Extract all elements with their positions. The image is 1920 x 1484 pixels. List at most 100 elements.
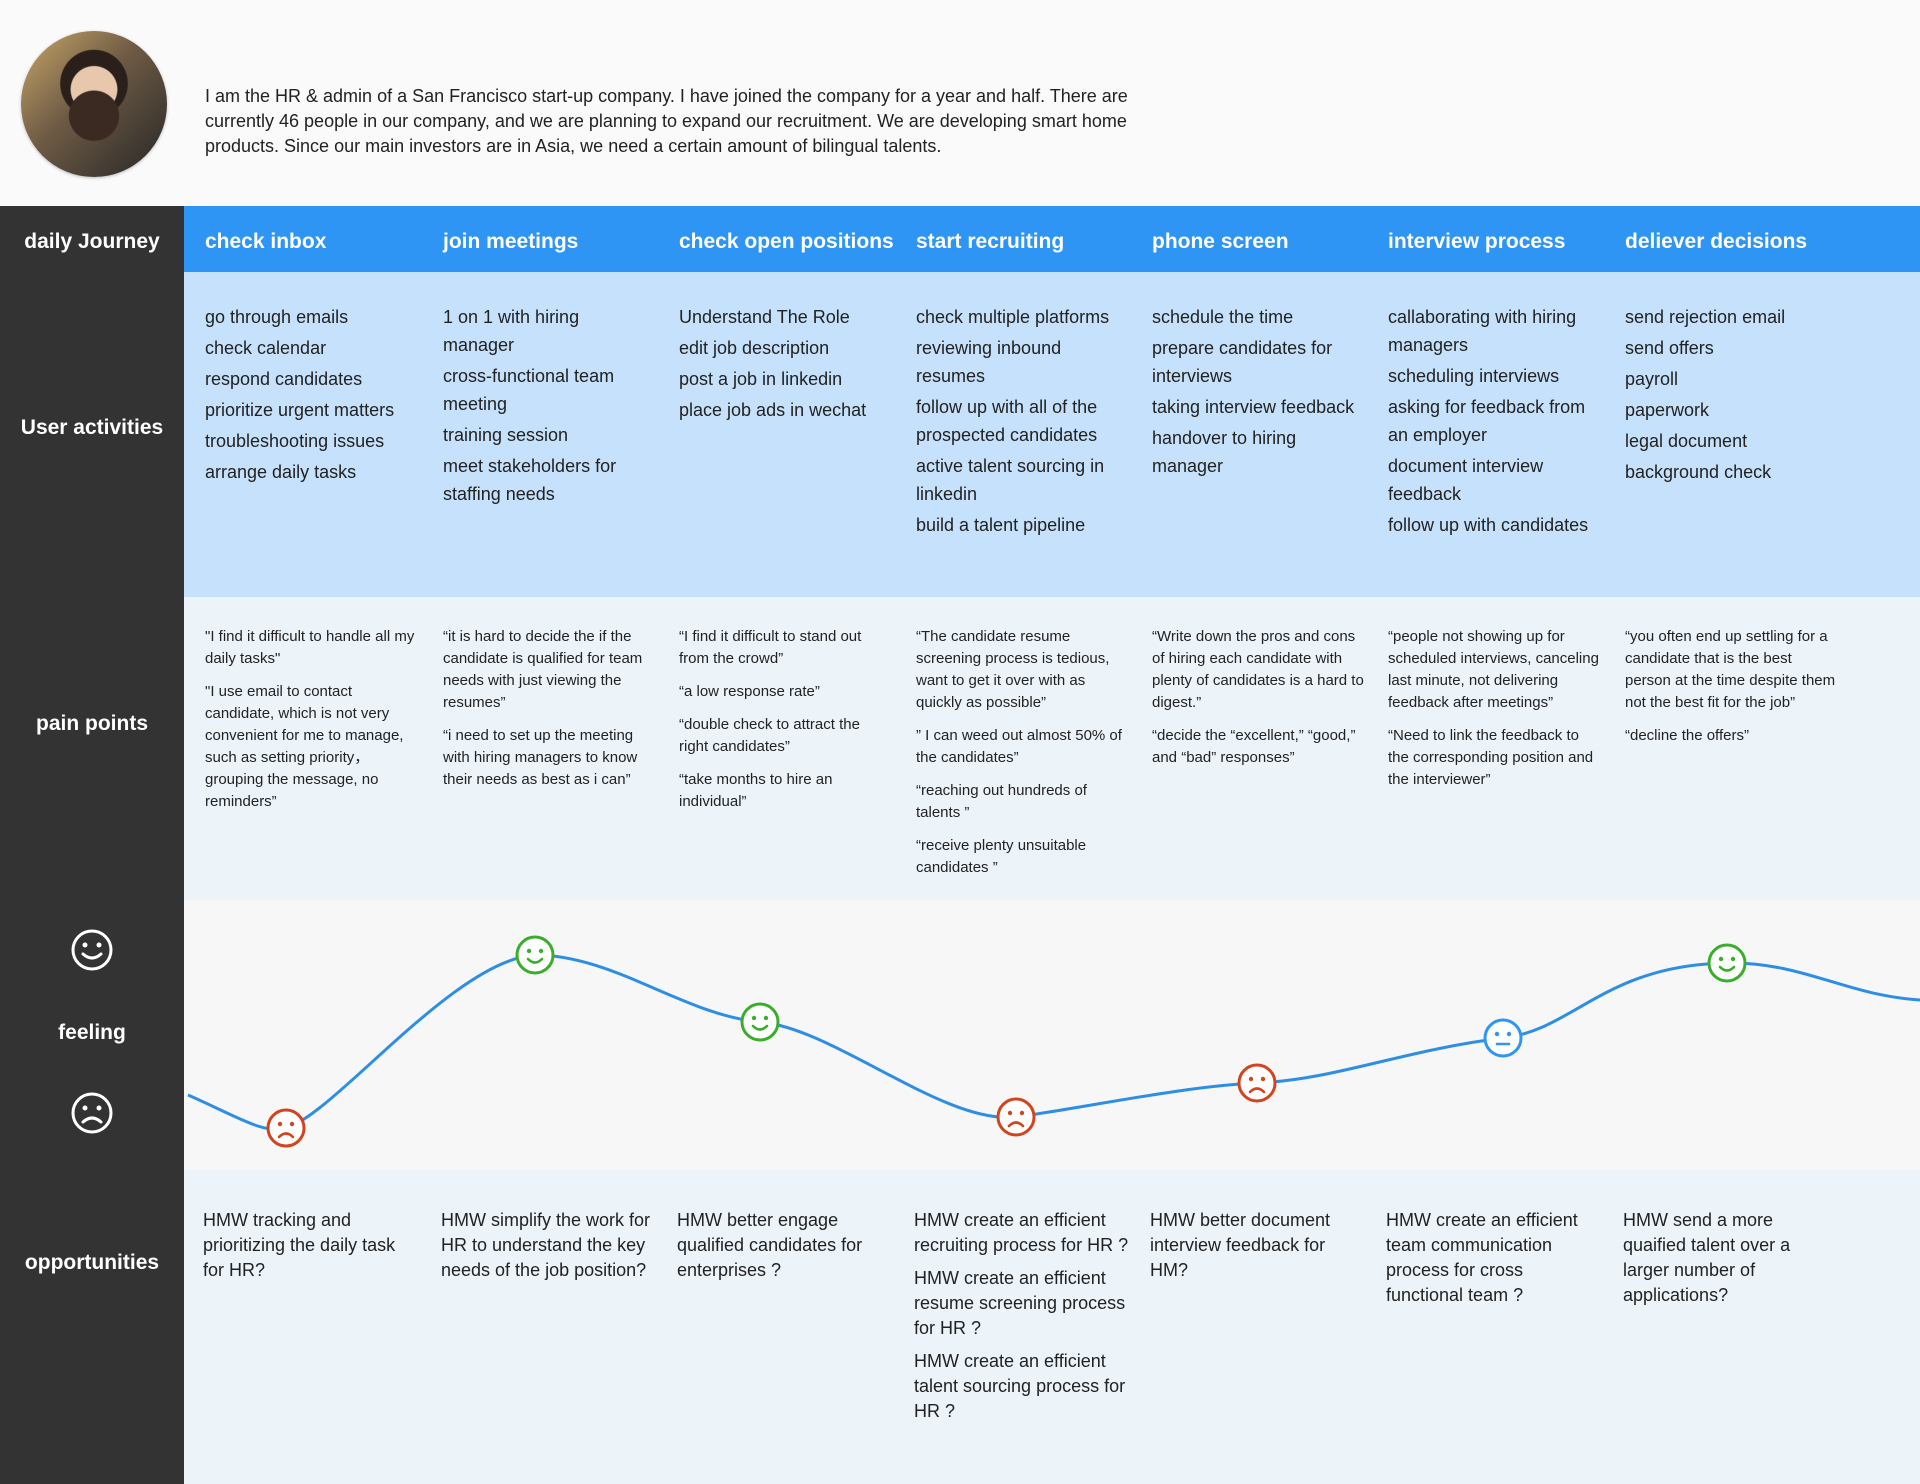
activity-item: place job ads in wechat bbox=[679, 400, 867, 420]
activity-item: reviewing inbound resumes bbox=[916, 338, 1062, 386]
activity-item: legal document bbox=[1625, 431, 1748, 451]
activity-item: background check bbox=[1625, 462, 1772, 482]
opportunity-column: HMW simplify the work for HR to understa… bbox=[441, 1208, 659, 1291]
activity-item: paperwork bbox=[1625, 400, 1710, 420]
stage-title: interview process bbox=[1388, 230, 1566, 253]
pain-point-quote: “you often end up settling for a candida… bbox=[1625, 628, 1836, 711]
pain-point-quote: “i need to set up the meeting with hirin… bbox=[443, 727, 638, 788]
row-label-feeling: feeling bbox=[58, 1021, 126, 1044]
pain-point-quote: “decide the “excellent,” “good,” and “ba… bbox=[1152, 727, 1356, 766]
pain-point-quote: ” I can weed out almost 50% of the candi… bbox=[916, 727, 1122, 766]
journey-stage-bar: check inbox join meetings check open posit… bbox=[184, 206, 1920, 272]
pain-point-column: “it is hard to decide the if the candida… bbox=[443, 626, 655, 802]
pain-point-quote: “Write down the pros and cons of hiring … bbox=[1152, 628, 1364, 711]
stage-title: start recruiting bbox=[916, 230, 1065, 253]
opportunity-question: HMW create an efficient team communicati… bbox=[1386, 1210, 1578, 1305]
feeling-sad-face-icon bbox=[996, 1097, 1036, 1137]
opportunity-column: HMW create an efficient team communicati… bbox=[1386, 1208, 1604, 1316]
emotion-curve-line bbox=[187, 953, 1920, 1131]
activity-item: schedule the time bbox=[1152, 307, 1294, 327]
activity-item: prepare candidates for interviews bbox=[1152, 338, 1333, 386]
opportunity-question: HMW tracking and prioritizing the daily … bbox=[203, 1210, 396, 1280]
activity-item: follow up with all of the prospected can… bbox=[916, 397, 1098, 445]
stage-title: check inbox bbox=[205, 230, 327, 253]
pain-point-column: “you often end up settling for a candida… bbox=[1625, 626, 1837, 758]
activity-column: schedule the time prepare candidates for … bbox=[1152, 303, 1364, 483]
stage-title: join meetings bbox=[443, 230, 579, 253]
persona-header: I am the HR & admin of a San Francisco s… bbox=[0, 0, 1920, 206]
pain-point-column: “The candidate resume screening process … bbox=[916, 626, 1128, 890]
opportunities-row: HMW tracking and prioritizing the daily … bbox=[184, 1170, 1920, 1484]
activity-item: edit job description bbox=[679, 338, 830, 358]
emotion-curve-chart bbox=[187, 935, 1920, 1148]
stage-title: check open positions bbox=[679, 230, 894, 253]
pain-point-column: "I find it difficult to handle all my da… bbox=[205, 626, 417, 824]
activity-item: check calendar bbox=[205, 338, 327, 358]
feeling-happy-face-icon bbox=[740, 1002, 780, 1042]
activity-item: Understand The Role bbox=[679, 307, 850, 327]
activity-item: document interview feedback bbox=[1388, 456, 1544, 504]
pain-point-quote: "I use email to contact candidate, which… bbox=[205, 683, 404, 810]
row-label-rail: daily Journey User activities pain point… bbox=[0, 206, 184, 1484]
activity-item: training session bbox=[443, 425, 569, 445]
pain-point-column: “I find it difficult to stand out from t… bbox=[679, 626, 891, 824]
pain-point-quote: “it is hard to decide the if the candida… bbox=[443, 628, 643, 711]
pain-point-quote: “double check to attract the right candi… bbox=[679, 716, 860, 755]
feeling-row bbox=[184, 900, 1920, 1170]
pain-point-quote: “I find it difficult to stand out from t… bbox=[679, 628, 862, 667]
opportunity-question: HMW simplify the work for HR to understa… bbox=[441, 1210, 651, 1280]
opportunity-column: HMW tracking and prioritizing the daily … bbox=[203, 1208, 421, 1291]
activity-column: Understand The Role edit job description p… bbox=[679, 303, 891, 427]
pain-point-column: “Write down the pros and cons of hiring … bbox=[1152, 626, 1364, 780]
stage-title: deliever decisions bbox=[1625, 230, 1808, 253]
activity-item: send offers bbox=[1625, 338, 1714, 358]
activity-item: meet stakeholders for staffing needs bbox=[443, 456, 617, 504]
activity-item: active talent sourcing in linkedin bbox=[916, 456, 1105, 504]
pain-point-quote: “decline the offers” bbox=[1625, 727, 1749, 744]
activity-item: handover to hiring manager bbox=[1152, 428, 1297, 476]
feeling-sad-face-icon bbox=[1237, 1063, 1277, 1103]
activity-item: prioritize urgent matters bbox=[205, 400, 395, 420]
feeling-sad-face-icon bbox=[266, 1108, 306, 1148]
activity-item: troubleshooting issues bbox=[205, 431, 385, 451]
activity-column: go through emails check calendar respond c… bbox=[205, 303, 417, 489]
activity-item: build a talent pipeline bbox=[916, 515, 1086, 535]
activity-column: send rejection email send offers payroll pa… bbox=[1625, 303, 1837, 489]
activity-item: send rejection email bbox=[1625, 307, 1786, 327]
pain-point-quote: “a low response rate” bbox=[679, 683, 820, 700]
activity-item: scheduling interviews bbox=[1388, 366, 1560, 386]
activity-item: arrange daily tasks bbox=[205, 462, 357, 482]
feeling-happy-face-icon bbox=[515, 935, 555, 975]
opportunity-column: HMW better document interview feedback f… bbox=[1150, 1208, 1368, 1291]
opportunity-question: HMW create an efficient recruiting proce… bbox=[914, 1210, 1129, 1255]
activity-column: callaborating with hiring managers schedu… bbox=[1388, 303, 1600, 542]
pain-point-quote: “people not showing up for scheduled int… bbox=[1388, 628, 1599, 711]
opportunity-column: HMW better engage qualified candidates f… bbox=[677, 1208, 895, 1291]
activity-item: callaborating with hiring managers bbox=[1388, 307, 1577, 355]
activity-item: 1 on 1 with hiring manager bbox=[443, 307, 580, 355]
activity-column: check multiple platforms reviewing inboun… bbox=[916, 303, 1128, 542]
activity-item: taking interview feedback bbox=[1152, 397, 1355, 417]
pain-point-quote: “receive plenty unsuitable candidates ” bbox=[916, 837, 1087, 876]
stage-title: phone screen bbox=[1152, 230, 1289, 253]
opportunity-question: HMW create an efficient resume screening… bbox=[914, 1268, 1126, 1338]
opportunity-question: HMW create an efficient talent sourcing … bbox=[914, 1351, 1126, 1421]
persona-avatar bbox=[21, 31, 167, 177]
activity-item: respond candidates bbox=[205, 369, 363, 389]
persona-intro: I am the HR & admin of a San Francisco s… bbox=[205, 86, 1128, 156]
user-activities-row: go through emails check calendar respond c… bbox=[184, 272, 1920, 597]
pain-point-quote: “reaching out hundreds of talents ” bbox=[916, 782, 1087, 821]
activity-item: payroll bbox=[1625, 369, 1679, 389]
activity-item: post a job in linkedin bbox=[679, 369, 843, 389]
sad-face-icon bbox=[71, 1092, 113, 1134]
pain-points-row: "I find it difficult to handle all my da… bbox=[184, 597, 1920, 900]
pain-point-quote: “The candidate resume screening process … bbox=[916, 628, 1110, 711]
activity-item: follow up with candidates bbox=[1388, 515, 1589, 535]
row-label-pain-points: pain points bbox=[36, 712, 148, 735]
pain-point-quote: “Need to link the feedback to the corres… bbox=[1388, 727, 1594, 788]
activity-column: 1 on 1 with hiring manager cross-function… bbox=[443, 303, 655, 511]
activity-item: asking for feedback from an employer bbox=[1388, 397, 1586, 445]
activity-item: go through emails bbox=[205, 307, 349, 327]
pain-point-quote: "I find it difficult to handle all my da… bbox=[205, 628, 415, 667]
activity-item: check multiple platforms bbox=[916, 307, 1110, 327]
